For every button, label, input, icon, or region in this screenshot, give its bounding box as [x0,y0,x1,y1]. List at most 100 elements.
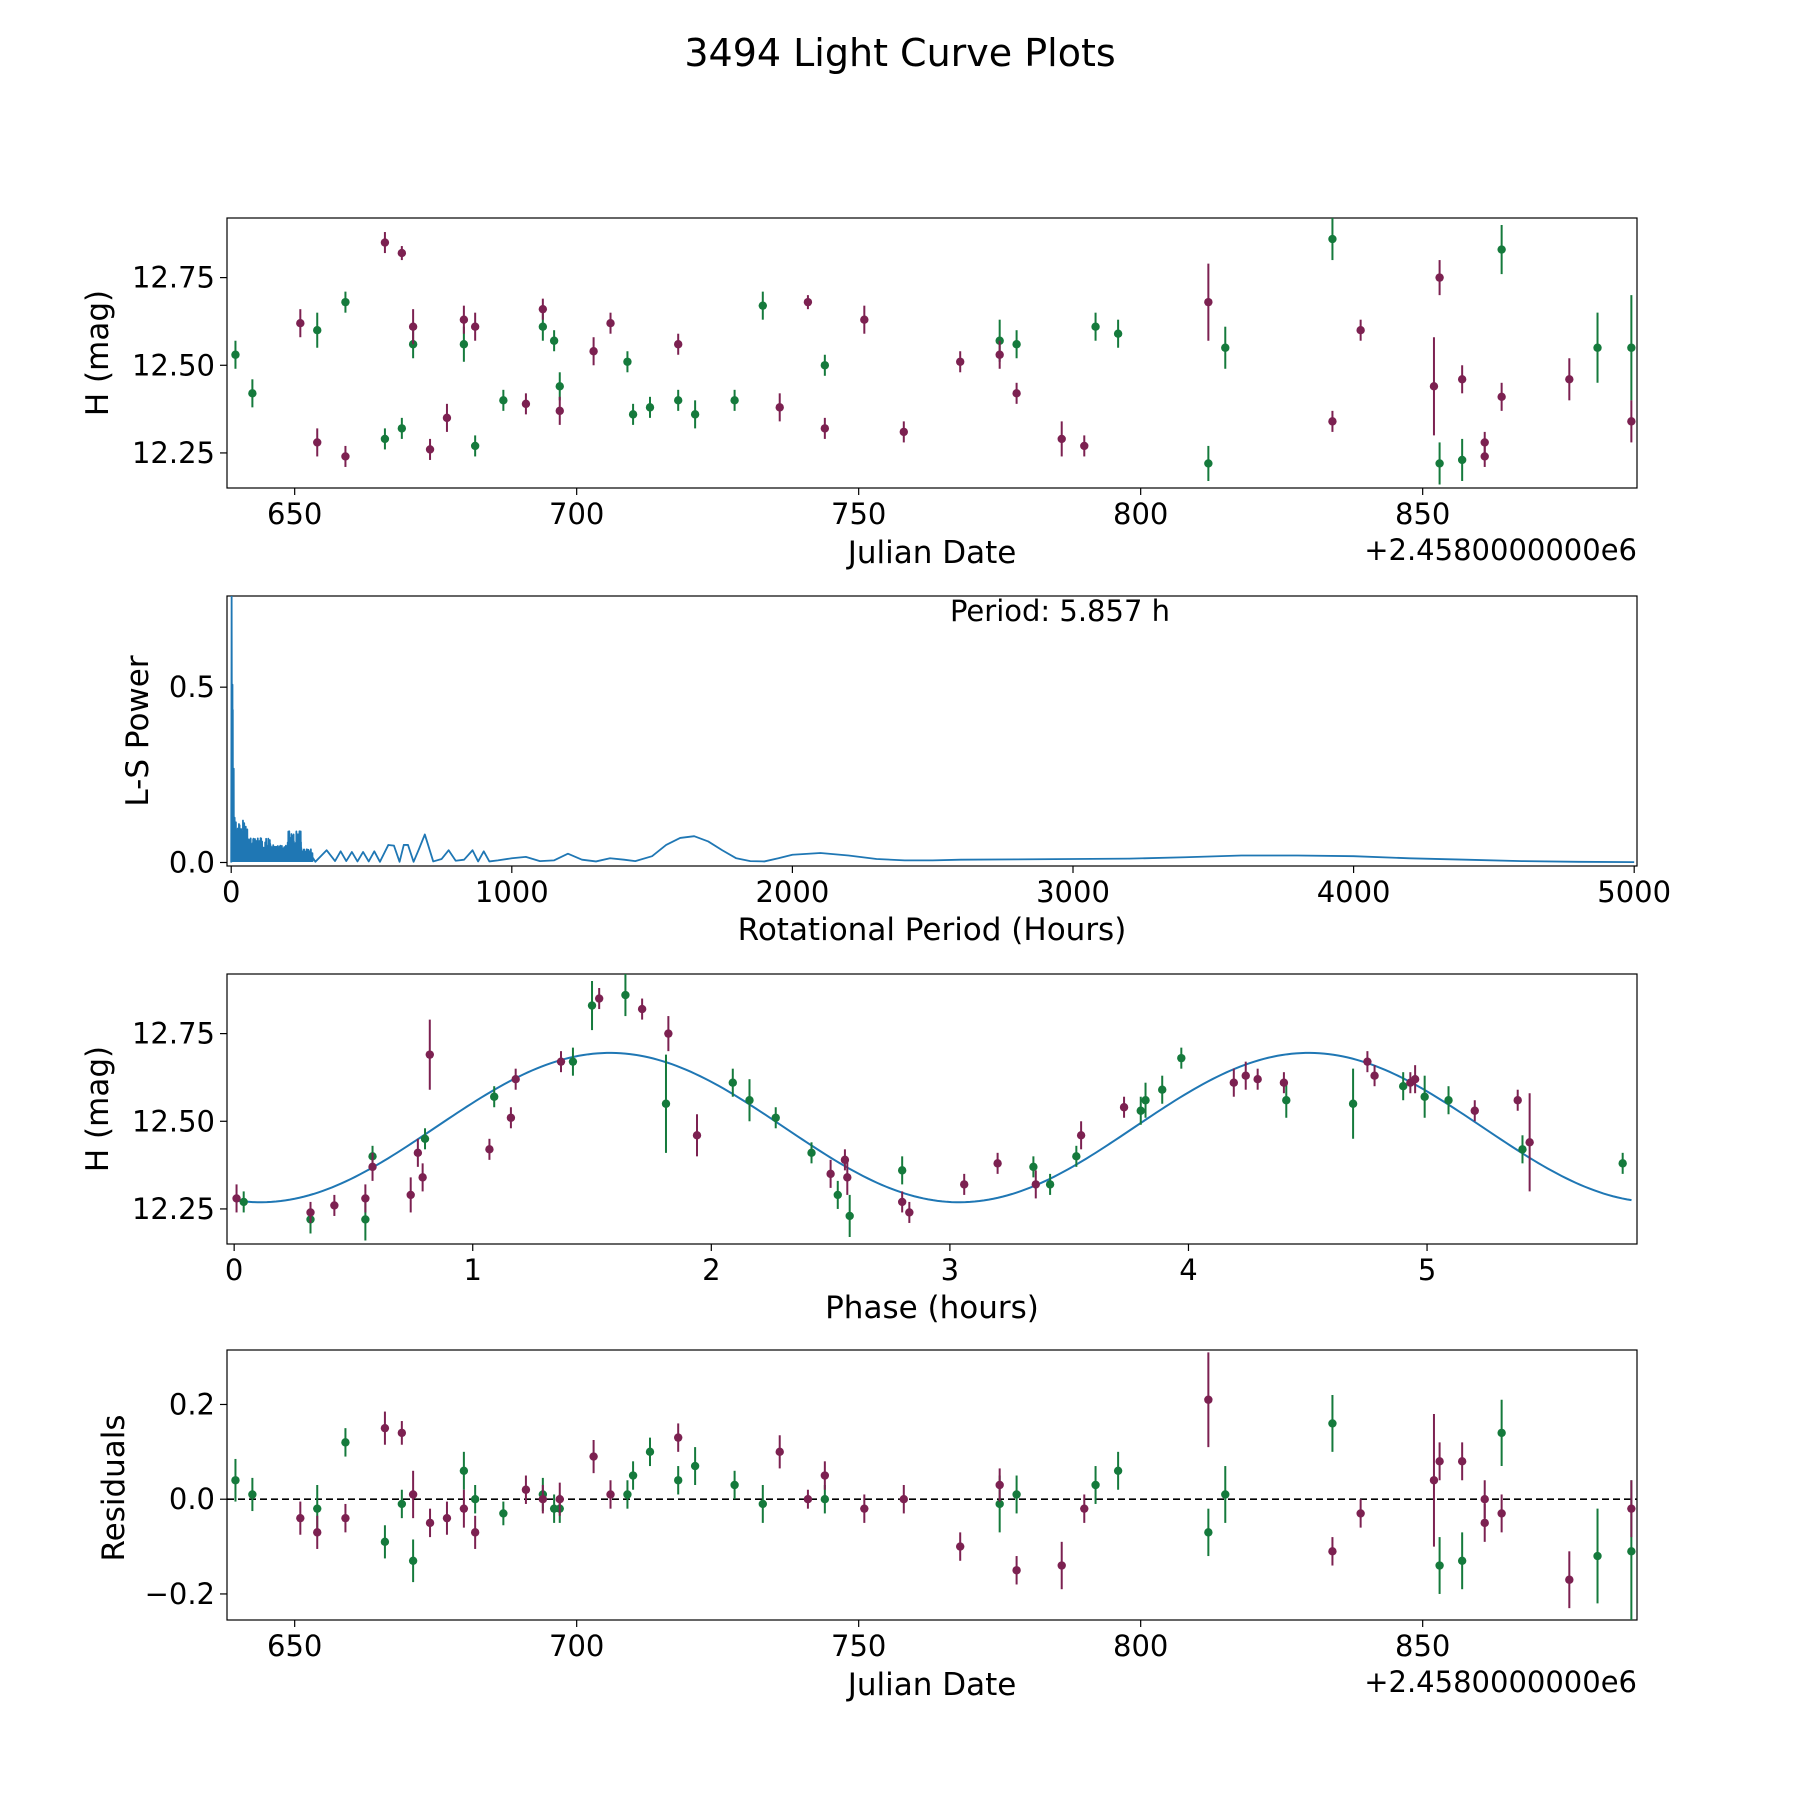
maroon-data-point [820,424,830,433]
maroon-data-point [442,413,452,423]
green-data-point [1435,1561,1444,1570]
maroon-data-point [1012,389,1021,398]
maroon-data-point [956,1542,965,1551]
phased-x-axis-label: Phase (hours) [825,1290,1039,1326]
periodogram-panel: 0 1000 2000 3000 4000 5000 0.0 0.5 Period: 5.85… [120,594,1671,948]
green-data-point [745,1096,754,1105]
residuals-x-axis-label: Julian Date [846,1667,1017,1703]
maroon-data-point [1480,438,1489,447]
green-data-point [897,1166,907,1175]
green-data-point [499,396,508,405]
maroon-data-point [413,1148,423,1158]
maroon-data-point [521,399,531,409]
green-data-point [1221,1490,1230,1499]
y-tick-label: 12.75 [132,261,215,295]
y-tick-label: 0.5 [169,670,215,704]
maroon-data-point [843,1173,852,1182]
green-data-point [645,1447,655,1457]
green-data-point [674,396,683,405]
green-data-point [1398,1082,1408,1091]
green-data-point [1136,1106,1145,1115]
maroon-data-point [1435,1457,1444,1466]
maroon-data-point [361,1194,370,1203]
x-tick-label: 800 [1113,497,1168,531]
x-tick-label: 650 [267,497,322,531]
green-data-point [645,403,655,412]
green-data-point [470,441,480,451]
maroon-data-point [1012,1566,1021,1575]
maroon-data-point [637,1004,647,1014]
green-data-point [1328,234,1337,244]
green-data-point [730,1480,739,1490]
maroon-data-point [905,1208,914,1217]
green-data-point [995,1499,1004,1509]
residuals-y-axis-label: Residuals [96,1414,132,1561]
maroon-data-point [1080,1504,1089,1513]
maroon-data-point [1363,1057,1372,1066]
maroon-data-point [956,357,965,366]
periodogram-y-axis-label: L-S Power [120,655,156,806]
maroon-data-point [897,1197,907,1207]
fit-curve [234,1051,1632,1204]
green-data-point [820,1495,830,1504]
maroon-data-point [1429,1476,1439,1485]
maroon-data-point [368,1162,377,1172]
maroon-data-point [380,238,390,247]
x-tick-label: 700 [549,1629,604,1663]
green-data-point [313,1504,322,1513]
green-data-point [758,301,767,310]
maroon-data-point [899,1495,908,1504]
green-data-point [380,1537,390,1547]
green-data-point [1618,1159,1627,1168]
green-data-point [1158,1085,1167,1094]
green-data-point [1091,1480,1100,1490]
maroon-data-point [408,1490,418,1499]
maroon-data-point [1229,1078,1239,1087]
maroon-data-point [506,1113,516,1122]
green-data-point [833,1190,842,1200]
green-data-point [1348,1099,1358,1108]
maroon-data-point [775,403,784,412]
y-tick-label: 12.25 [132,436,215,470]
maroon-data-point [1480,452,1489,461]
maroon-data-point [538,1495,548,1504]
green-data-point [248,1490,257,1499]
green-data-point [1627,343,1636,352]
maroon-data-point [485,1145,494,1154]
x-tick-label: 2000 [755,875,829,909]
x-tick-label: 850 [1395,1629,1450,1663]
green-data-point [1012,340,1021,349]
maroon-data-point [459,1504,469,1513]
y-tick-label: 0.0 [169,845,215,879]
green-data-point [313,326,322,335]
y-tick-label: 12.25 [132,1192,215,1226]
maroon-data-point [1370,1071,1379,1080]
green-data-point [1593,1551,1602,1561]
y-tick-label: 12.50 [132,1104,215,1138]
green-data-point [555,382,564,391]
residuals-panel: 650 700 750 800 850 −0.2 0.0 0.2 Julian Date Re… [96,1349,1638,1703]
periodogram-axes-frame [226,595,1638,867]
green-data-point [538,322,548,331]
green-data-point [661,1099,671,1108]
maroon-data-point [1410,1074,1420,1084]
figure-title: 3494 Light Curve Plots [684,31,1115,75]
x-tick-label: 750 [831,1629,886,1663]
maroon-data-point [556,1057,566,1066]
green-data-point [771,1113,780,1122]
maroon-data-point [692,1131,702,1140]
maroon-data-point [606,318,615,328]
green-data-point [1091,322,1100,331]
green-data-point [459,1466,469,1475]
green-data-point [1204,459,1213,468]
green-data-point [690,1461,700,1471]
maroon-data-point [1204,297,1213,307]
maroon-data-point [1525,1138,1534,1147]
green-data-point [621,990,630,1000]
maroon-data-point [664,1029,673,1038]
maroon-data-point [803,297,813,307]
green-data-point [1497,1428,1506,1438]
maroon-data-point [1057,1561,1066,1570]
maroon-data-point [1565,1575,1574,1584]
green-data-point [820,361,830,370]
